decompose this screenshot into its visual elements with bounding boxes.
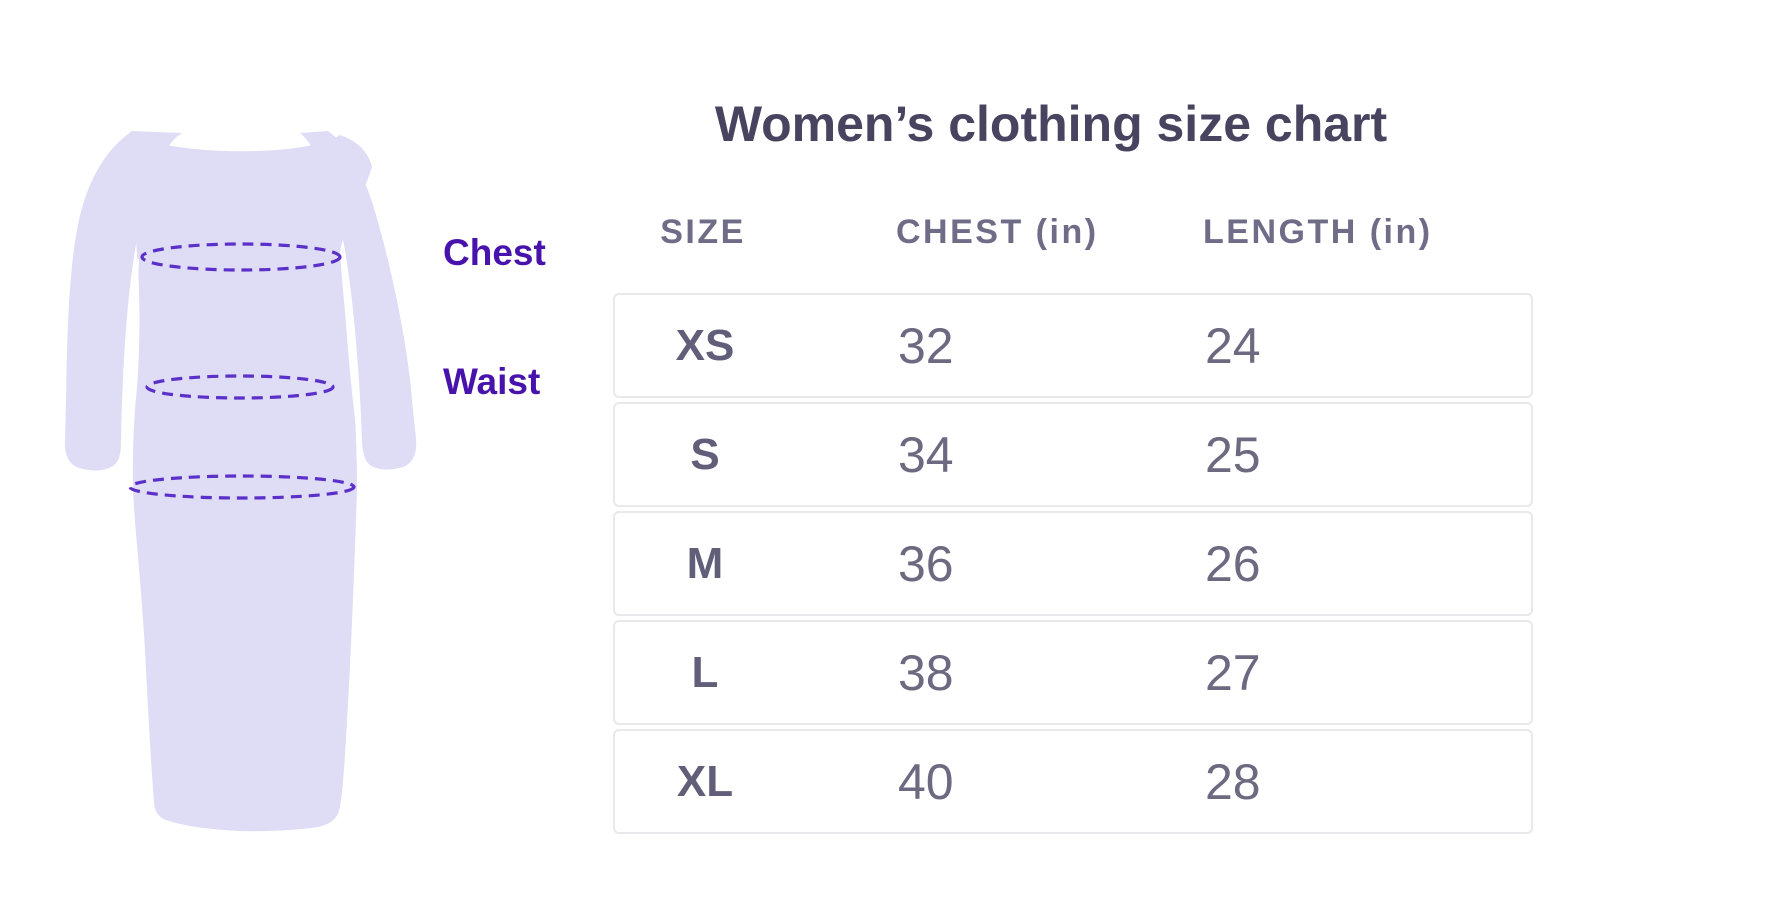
table-header: SIZE CHEST (in) LENGTH (in) [613,213,1533,251]
chest-cell: 38 [898,644,954,701]
size-cell: M [686,538,724,588]
size-cell: XL [676,756,734,806]
right-sleeve [300,131,417,470]
waist-guide-ellipse [145,374,335,400]
column-header-length: LENGTH (in) [1203,213,1433,251]
left-sleeve [64,131,182,471]
length-cell: 26 [1205,535,1261,592]
table-row-m: M 36 26 [613,511,1533,616]
dress-illustration [64,131,417,832]
size-cell: S [690,429,720,479]
page-title: Women’s clothing size chart [714,96,1388,152]
dress-body [122,133,372,832]
column-header-chest: CHEST (in) [896,213,1099,251]
hip-guide-ellipse [128,474,356,500]
size-table: XS 32 24 S 34 25 M 36 26 L 38 27 XL 40 2… [613,293,1533,838]
table-row-xs: XS 32 24 [613,293,1533,398]
chest-cell: 32 [898,317,954,374]
chest-guide-ellipse [140,242,342,272]
sleeve-seam-right [342,259,362,454]
size-cell: XS [675,320,735,370]
table-row-s: S 34 25 [613,402,1533,507]
chest-cell: 34 [898,426,954,483]
size-cell: L [691,647,719,697]
chest-cell: 36 [898,535,954,592]
chest-cell: 40 [898,753,954,810]
table-row-l: L 38 27 [613,620,1533,725]
length-cell: 25 [1205,426,1261,483]
sleeve-seam-left [121,259,139,454]
length-cell: 28 [1205,753,1261,810]
table-row-xl: XL 40 28 [613,729,1533,834]
waist-label: Waist [443,361,541,402]
column-header-size: SIZE [660,213,746,251]
length-cell: 24 [1205,317,1261,374]
length-cell: 27 [1205,644,1261,701]
chest-label: Chest [443,232,546,273]
